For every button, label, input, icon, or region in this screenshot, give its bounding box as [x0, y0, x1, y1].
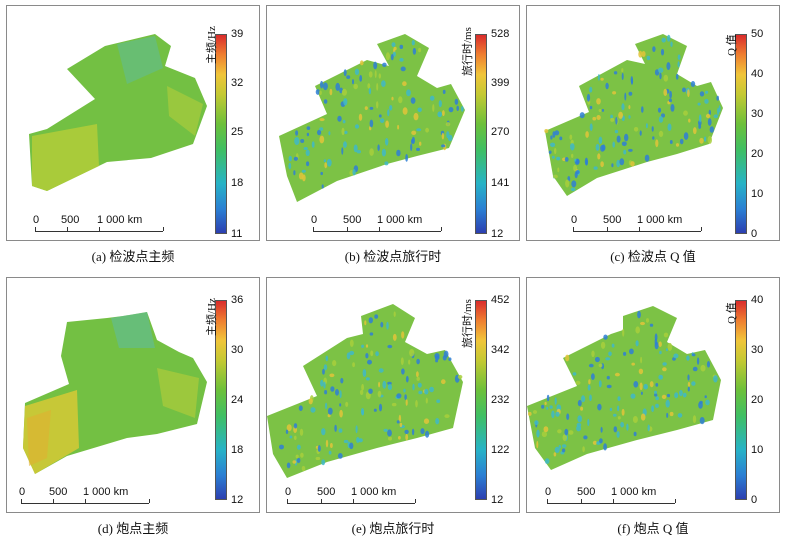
colorbar-tick: 20 — [751, 148, 764, 160]
colorbar-tick: 32 — [231, 77, 244, 89]
colorbar-tick: 12 — [491, 228, 504, 240]
colorbar-tick: 232 — [491, 394, 510, 406]
colorbar-tick: 528 — [491, 28, 510, 40]
scale-bar: 0 500 1 000 km — [285, 486, 435, 506]
map-d — [23, 312, 207, 474]
scale-label: 1 000 km — [83, 486, 129, 498]
colorbar-tick: 10 — [751, 188, 764, 200]
caption-b: (b) 检波点旅行时 — [344, 249, 442, 264]
scale-label: 0 — [19, 486, 26, 498]
scale-bar: 0 500 1 000 km — [19, 486, 169, 506]
colorbar-tick: 50 — [751, 28, 764, 40]
colorbar-tick: 18 — [231, 444, 244, 456]
scale-label: 500 — [577, 486, 596, 498]
specks — [528, 310, 718, 464]
colorbar-tick: 12 — [231, 494, 244, 506]
scale-label: 500 — [343, 214, 362, 226]
colorbar-unit-label: 旅行时/ms — [462, 299, 474, 348]
colorbar-tick: 30 — [231, 344, 244, 356]
scale-label: 1 000 km — [377, 214, 423, 226]
colorbar-tick: 122 — [491, 444, 510, 456]
colorbar-tick: 12 — [491, 494, 504, 506]
colorbar-tick: 0 — [751, 228, 758, 240]
scale-bar: 0 500 1 000 km — [311, 214, 461, 234]
caption-f: (f) 炮点 Q 值 — [617, 521, 689, 536]
map-b — [279, 34, 465, 202]
colorbar-tick: 30 — [751, 344, 764, 356]
colorbar-unit-label: Q 值 — [726, 34, 738, 56]
colorbar-tick: 36 — [231, 294, 244, 306]
panel-d: 主频/Hz 36 30 24 18 12 0 500 1 000 km — [6, 277, 260, 513]
scale-label: 1 000 km — [611, 486, 657, 498]
panel-a: 主频/Hz 39 32 25 18 11 0 500 1 000 km — [6, 5, 260, 241]
scale-label: 0 — [33, 214, 40, 226]
scale-label: 500 — [317, 486, 336, 498]
map-c — [544, 34, 723, 196]
colorbar-tick: 25 — [231, 126, 244, 138]
colorbar-tick: 342 — [491, 344, 510, 356]
scale-bar: 0 500 1 000 km — [33, 214, 183, 234]
scale-bar: 0 500 1 000 km — [545, 486, 695, 506]
panel-e: 旅行时/ms 452 342 232 122 12 0 500 1 000 km — [266, 277, 520, 513]
colorbar-tick: 141 — [491, 177, 510, 189]
panel-f: Q 值 40 30 20 10 0 0 500 1 000 km — [526, 277, 780, 513]
colorbar — [475, 300, 487, 500]
scale-label: 0 — [571, 214, 578, 226]
colorbar — [475, 34, 487, 234]
map-e — [267, 304, 463, 478]
colorbar-tick: 11 — [231, 228, 243, 240]
colorbar-tick: 30 — [751, 108, 764, 120]
map-f — [527, 306, 721, 470]
caption-a: (a) 检波点主频 — [91, 249, 175, 264]
colorbar — [215, 34, 227, 234]
specks — [544, 34, 721, 192]
colorbar-unit-label: 旅行时/ms — [462, 27, 474, 76]
colorbar-tick: 24 — [231, 394, 244, 406]
colorbar — [735, 300, 747, 500]
colorbar — [735, 34, 747, 234]
caption-e: (e) 炮点旅行时 — [351, 521, 435, 536]
colorbar-tick: 39 — [231, 28, 244, 40]
scale-label: 0 — [311, 214, 318, 226]
colorbar-unit-label: 主频/Hz — [206, 26, 218, 64]
colorbar-tick: 18 — [231, 177, 244, 189]
scale-label: 1 000 km — [97, 214, 143, 226]
colorbar-tick: 0 — [751, 494, 758, 506]
colorbar-tick: 40 — [751, 294, 764, 306]
colorbar-tick: 270 — [491, 126, 510, 138]
colorbar-tick: 399 — [491, 77, 510, 89]
panel-c: Q 值 50 40 30 20 10 0 0 500 1 000 km — [526, 5, 780, 241]
colorbar-tick: 452 — [491, 294, 510, 306]
colorbar-tick: 40 — [751, 68, 764, 80]
scale-label: 1 000 km — [637, 214, 683, 226]
scale-label: 500 — [49, 486, 68, 498]
colorbar — [215, 300, 227, 500]
scale-label: 500 — [61, 214, 80, 226]
specks — [279, 311, 463, 472]
scale-label: 0 — [545, 486, 552, 498]
scale-label: 0 — [285, 486, 292, 498]
scale-bar: 0 500 1 000 km — [571, 214, 721, 234]
scale-label: 500 — [603, 214, 622, 226]
specks — [288, 40, 464, 189]
colorbar-tick: 10 — [751, 444, 764, 456]
scale-label: 1 000 km — [351, 486, 397, 498]
panel-b: 旅行时/ms 528 399 270 141 12 0 500 1 000 km — [266, 5, 520, 241]
colorbar-unit-label: 主频/Hz — [206, 298, 218, 336]
map-a — [29, 34, 207, 191]
colorbar-tick: 20 — [751, 394, 764, 406]
caption-c: (c) 检波点 Q 值 — [610, 249, 696, 264]
colorbar-unit-label: Q 值 — [726, 302, 738, 324]
caption-d: (d) 炮点主频 — [97, 521, 169, 536]
